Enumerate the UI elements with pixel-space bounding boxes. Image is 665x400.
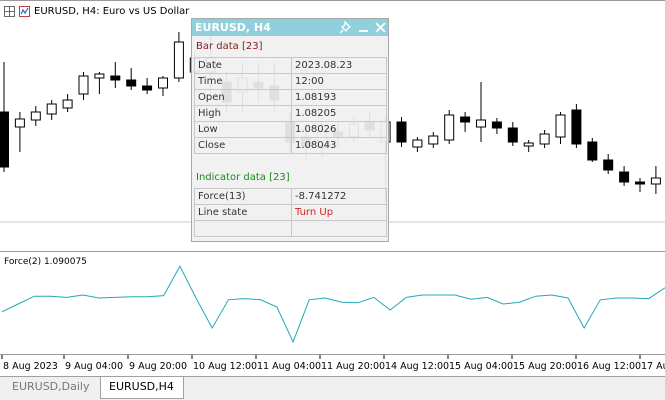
close-icon[interactable]	[374, 21, 387, 34]
data-window-panel[interactable]: EURUSD, H4 Bar data [23] Date 2023.08.23…	[191, 18, 389, 242]
candle-bull	[173, 41, 184, 79]
table-row: Low 1.08026	[194, 121, 387, 138]
row-key: Force(13)	[194, 188, 292, 205]
force-index-chart[interactable]	[0, 254, 665, 354]
candle-bear	[142, 85, 153, 91]
time-label: 8 Aug 2023	[3, 361, 58, 372]
candle-bear	[110, 75, 121, 81]
line-state-value: Turn Up	[291, 204, 387, 221]
bar-data-heading: Bar data [23]	[196, 41, 263, 52]
row-key: Close	[194, 137, 292, 154]
time-axis: 8 Aug 2023 9 Aug 04:00 9 Aug 20:00 10 Aug 1…	[0, 354, 665, 372]
indicator-data-table: Force(13) -8.741272 Line state Turn Up	[194, 188, 387, 237]
table-row: Line state Turn Up	[194, 204, 387, 221]
candle-bull	[62, 99, 73, 109]
row-value: 1.08026	[291, 121, 387, 138]
bar-data-table: Date 2023.08.23 Time 12:00 Open 1.08193 …	[194, 57, 387, 154]
table-row: Close 1.08043	[194, 137, 387, 154]
row-key: Open	[194, 89, 292, 106]
candle-bear	[619, 171, 630, 183]
force-index-line	[1, 265, 665, 344]
candle-bear	[587, 141, 598, 161]
candle-bull	[476, 119, 486, 128]
candle-bull	[523, 142, 534, 147]
tab-eurusd-daily[interactable]: EURUSD,Daily	[12, 380, 90, 393]
row-key: Time	[194, 73, 292, 90]
candle-bull	[650, 177, 661, 185]
table-row	[194, 220, 387, 237]
candle-bull	[444, 114, 455, 141]
minimize-icon[interactable]	[357, 21, 370, 34]
row-value: 12:00	[291, 73, 387, 90]
pin-icon[interactable]	[339, 21, 352, 34]
row-value: -8.741272	[291, 188, 387, 205]
candle-bear	[571, 109, 582, 145]
empty-cell	[194, 220, 292, 237]
candle-bull	[14, 118, 25, 128]
candle-bull	[94, 73, 105, 79]
candle-bear	[126, 79, 137, 87]
time-label: 16 Aug 12:00	[577, 361, 641, 372]
candle-bear	[603, 159, 614, 171]
table-row: Date 2023.08.23	[194, 57, 387, 74]
candle-bear	[507, 127, 518, 143]
chart-type-icon[interactable]	[19, 5, 30, 17]
table-row: Open 1.08193	[194, 89, 387, 106]
candle-bear	[0, 111, 9, 168]
time-label: 9 Aug 20:00	[129, 361, 187, 372]
row-key: Line state	[194, 204, 292, 221]
table-row: Force(13) -8.741272	[194, 188, 387, 205]
candle-bull	[412, 139, 423, 148]
row-value: 1.08043	[291, 137, 387, 154]
time-label: 17 Aug	[641, 361, 665, 372]
candle-bear	[396, 121, 407, 143]
indicator-label: Force(2) 1.090075	[4, 257, 87, 267]
row-key: Low	[194, 121, 292, 138]
candle-bull	[30, 111, 41, 121]
time-label: 11 Aug 04:00	[257, 361, 321, 372]
chart-title-bar: EURUSD, H4: Euro vs US Dollar	[4, 3, 189, 19]
candle-bear	[635, 181, 645, 185]
time-label: 10 Aug 12:00	[193, 361, 257, 372]
time-ticks-group: 8 Aug 2023 9 Aug 04:00 9 Aug 20:00 10 Aug 1…	[1, 355, 665, 372]
indicator-data-heading: Indicator data [23]	[196, 172, 290, 183]
row-value: 1.08205	[291, 105, 387, 122]
candle-bull	[158, 77, 168, 89]
chart-tabs-bar: EURUSD,Daily EURUSD,H4	[0, 376, 665, 400]
candle-bear	[491, 121, 502, 129]
tab-eurusd-h4[interactable]: EURUSD,H4	[100, 377, 184, 399]
candle-bear	[460, 116, 471, 123]
data-window-header[interactable]: EURUSD, H4	[192, 19, 388, 36]
time-label: 9 Aug 04:00	[65, 361, 123, 372]
data-window-title: EURUSD, H4	[195, 21, 271, 34]
time-label: 15 Aug 04:00	[449, 361, 513, 372]
candle-bull	[555, 114, 566, 138]
candle-bull	[428, 135, 439, 145]
table-row: High 1.08205	[194, 105, 387, 122]
force-line-group	[1, 265, 665, 344]
row-key: High	[194, 105, 292, 122]
row-value: 2023.08.23	[291, 57, 387, 74]
time-label: 15 Aug 20:00	[513, 361, 577, 372]
panel-separator[interactable]	[0, 251, 665, 252]
table-row: Time 12:00	[194, 73, 387, 90]
candle-bull	[46, 103, 57, 115]
time-label: 11 Aug 20:00	[321, 361, 385, 372]
chart-title: EURUSD, H4: Euro vs US Dollar	[34, 5, 190, 17]
time-label: 14 Aug 12:00	[385, 361, 449, 372]
chart-grid-icon[interactable]	[4, 5, 15, 17]
candle-bull	[539, 133, 550, 145]
empty-cell	[291, 220, 387, 237]
row-value: 1.08193	[291, 89, 387, 106]
candle-bull	[78, 75, 89, 95]
row-key: Date	[194, 57, 292, 74]
